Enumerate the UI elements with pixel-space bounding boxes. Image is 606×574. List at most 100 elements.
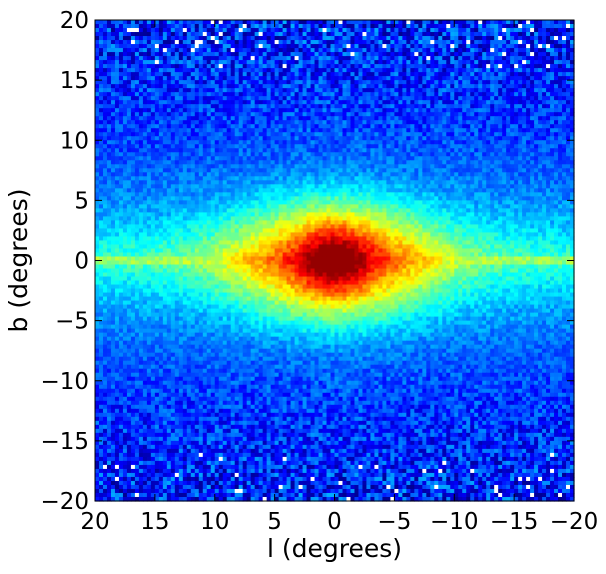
heatmap-cell [378,92,383,97]
heatmap-cell [238,180,244,185]
heatmap-cell [286,140,292,145]
heatmap-cell [290,172,296,177]
heatmap-cell [270,20,276,25]
heatmap-cell [294,108,300,113]
heatmap-cell [542,164,547,169]
heatmap-cell [486,80,491,85]
heatmap-cell [286,88,292,93]
heatmap-cell [194,140,200,145]
heatmap-cell [194,80,200,85]
heatmap-cell [95,76,100,81]
heatmap-cell [442,140,447,145]
heatmap-cell [126,80,132,85]
heatmap-cell [498,72,503,77]
heatmap-cell [278,56,284,61]
heatmap-cell [178,180,184,185]
heatmap-cell [250,164,256,169]
heatmap-cell [410,128,415,133]
heatmap-cell [346,140,352,145]
heatmap-cell [330,112,336,117]
heatmap-cell [95,116,100,121]
heatmap-cell [506,48,511,53]
heatmap-cell [330,184,336,189]
heatmap-cell [526,52,531,57]
heatmap-cell [550,140,555,145]
heatmap-cell [354,128,360,133]
heatmap-cell [286,100,292,105]
heatmap-cell [506,80,511,85]
heatmap-cell [238,184,244,189]
heatmap-cell [378,128,383,133]
heatmap-cell [410,140,415,145]
heatmap-cell [138,72,144,77]
heatmap-cell [386,88,391,93]
heatmap-cell [170,144,176,149]
heatmap-cell [430,168,435,173]
heatmap-cell [518,40,523,45]
heatmap-cell [570,80,575,85]
heatmap-cell [474,148,479,153]
heatmap-cell [290,44,296,49]
heatmap-cell [542,60,547,65]
heatmap-cell [434,60,439,65]
heatmap-cell [142,104,148,109]
heatmap-cell [358,164,364,169]
heatmap-cell [166,56,172,61]
heatmap-cell [466,180,471,185]
heatmap-cell [538,88,543,93]
heatmap-cell [218,44,224,49]
heatmap-cell [398,176,403,181]
heatmap-cell [418,132,423,137]
heatmap-cell [266,140,272,145]
heatmap-cell [130,80,136,85]
heatmap-cell [310,176,316,181]
heatmap-cell [134,116,140,121]
heatmap-cell [502,88,507,93]
heatmap-cell [514,36,519,41]
heatmap-cell [526,44,531,49]
heatmap-cell [246,136,252,141]
heatmap-cell [454,124,459,129]
heatmap-cell [110,64,116,69]
heatmap-cell [122,140,128,145]
heatmap-cell [534,68,539,73]
heatmap-cell [346,132,352,137]
heatmap-cell [326,148,332,153]
heatmap-cell [254,28,260,33]
heatmap-cell [190,136,196,141]
heatmap-cell [274,128,280,133]
heatmap-cell [498,56,503,61]
heatmap-cell [330,88,336,93]
heatmap-cell [110,172,116,177]
heatmap-cell [562,24,567,29]
heatmap-cell [270,156,276,161]
heatmap-cell [110,32,116,37]
heatmap-cell [370,76,376,81]
heatmap-cell [174,124,180,129]
heatmap-cell [210,160,216,165]
heatmap-cell [202,148,208,153]
heatmap-cell [542,80,547,85]
heatmap-cell [278,52,284,57]
heatmap-cell [286,104,292,109]
heatmap-cell [170,112,176,117]
heatmap-cell [394,36,399,41]
heatmap-cell [494,64,499,69]
heatmap-cell [198,100,204,105]
heatmap-cell [102,180,108,185]
heatmap-cell [422,180,427,185]
heatmap-cell [110,156,116,161]
heatmap-cell [402,176,407,181]
heatmap-cell [230,112,236,117]
heatmap-cell [322,164,328,169]
heatmap-cell [190,116,196,121]
heatmap-cell [306,28,312,33]
heatmap-cell [306,132,312,137]
heatmap-cell [450,20,455,25]
heatmap-cell [338,184,344,189]
heatmap-cell [262,68,268,73]
heatmap-cell [426,136,431,141]
heatmap-cell [334,48,340,53]
heatmap-cell [370,104,376,109]
heatmap-cell [258,48,264,53]
